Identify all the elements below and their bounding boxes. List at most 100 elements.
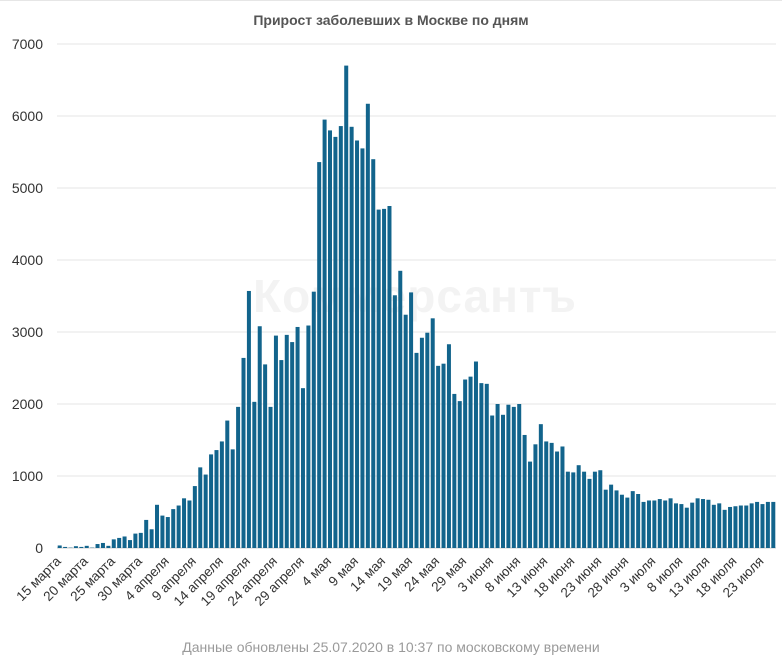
bar: [673, 503, 678, 548]
bar: [722, 509, 727, 548]
bar: [587, 478, 592, 548]
bar: [744, 505, 749, 548]
bar: [749, 503, 754, 548]
bar: [517, 404, 522, 548]
bar: [133, 533, 138, 548]
bar: [646, 500, 651, 548]
bar: [571, 472, 576, 548]
bar: [582, 471, 587, 548]
bar: [560, 446, 565, 548]
bar: [322, 119, 327, 548]
bar: [127, 540, 132, 548]
bar: [338, 126, 343, 548]
bar: [387, 206, 392, 548]
bar: [484, 383, 489, 548]
bar: [230, 449, 235, 548]
bar: [765, 501, 770, 548]
bar: [219, 441, 224, 548]
bar: [614, 490, 619, 548]
bar: [457, 401, 462, 548]
bar: [441, 363, 446, 548]
bar: [771, 501, 776, 548]
bar: [144, 519, 149, 548]
bar: [306, 325, 311, 548]
bar: [679, 504, 684, 548]
bar: [733, 506, 738, 548]
bar: [533, 444, 538, 548]
bar: [490, 415, 495, 548]
bar: [100, 542, 105, 548]
bar: [555, 451, 560, 548]
watermark-text: Коммерсантъ: [253, 270, 577, 322]
bar: [506, 404, 511, 548]
bar: [528, 461, 533, 548]
update-note: Данные обновлены 25.07.2020 в 10:37 по м…: [182, 639, 600, 655]
bar: [755, 501, 760, 548]
bar: [117, 537, 122, 548]
bar: [414, 352, 419, 548]
bar: [398, 270, 403, 548]
bar: [290, 342, 295, 548]
bar: [187, 500, 192, 548]
bar: [625, 497, 630, 548]
bar: [463, 379, 468, 548]
bar: [690, 502, 695, 548]
bar: [717, 503, 722, 548]
bar: [409, 292, 414, 548]
bar: [355, 140, 360, 549]
bar: [684, 507, 689, 548]
bar: [592, 471, 597, 548]
top-divider: [0, 0, 782, 1]
bar: [279, 360, 284, 548]
bar: [138, 532, 143, 548]
bar: [295, 326, 300, 548]
bar: [300, 388, 305, 548]
bar: [538, 424, 543, 548]
bar: [609, 484, 614, 548]
bar: [549, 442, 554, 548]
bar: [241, 357, 246, 548]
bar: [382, 208, 387, 548]
bar: [225, 420, 230, 548]
bar: [328, 130, 332, 548]
bar: [479, 383, 484, 548]
y-tick-label: 0: [35, 540, 43, 556]
bar: [706, 499, 711, 548]
bar: [111, 539, 116, 548]
y-tick-label: 7000: [12, 36, 43, 52]
bar: [360, 148, 365, 548]
bar: [344, 65, 349, 548]
bar: [176, 505, 181, 548]
bar: [695, 498, 700, 548]
bar: [365, 103, 370, 548]
bar: [376, 209, 381, 548]
bar: [268, 406, 273, 548]
bar: [636, 494, 641, 548]
bar: [630, 491, 635, 548]
bar: [209, 454, 214, 548]
bar: [468, 376, 473, 548]
bar: [155, 504, 160, 548]
bar: [284, 334, 289, 548]
bar: [501, 414, 505, 548]
bar: [603, 489, 608, 548]
bar: [95, 544, 100, 548]
bar: [544, 441, 549, 548]
y-tick-label: 5000: [12, 180, 43, 196]
y-tick-label: 1000: [12, 468, 43, 484]
bar: [252, 401, 257, 548]
y-tick-label: 4000: [12, 252, 43, 268]
bar: [452, 393, 457, 548]
bar: [425, 332, 430, 548]
bar: [182, 498, 187, 548]
bar: [84, 545, 89, 548]
bar: [149, 529, 154, 548]
bar: [728, 506, 733, 548]
bar: [263, 364, 268, 548]
bar: [652, 500, 657, 548]
bar: [171, 509, 176, 548]
bar: [473, 361, 478, 548]
bar: [63, 546, 68, 548]
